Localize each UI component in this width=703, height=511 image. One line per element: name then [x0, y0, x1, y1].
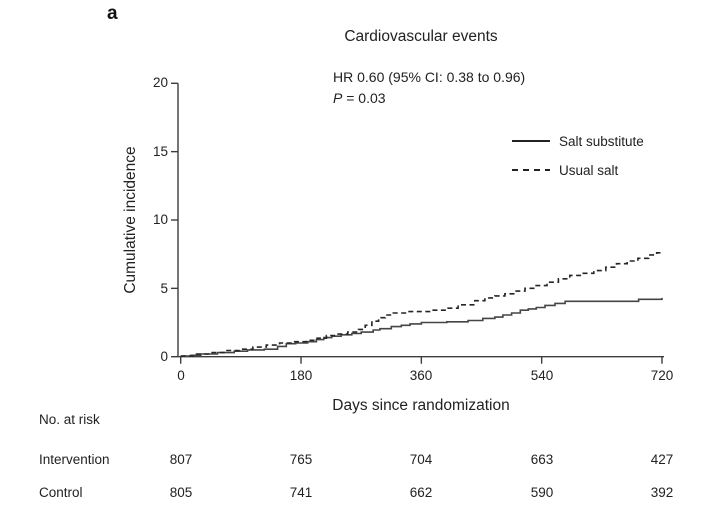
- x-tick-label: 720: [650, 368, 674, 383]
- x-axis-label: Days since randomization: [332, 397, 510, 414]
- series-line-salt-substitute: [180, 297, 663, 357]
- risk-value: 805: [169, 485, 193, 500]
- legend-label: Usual salt: [559, 162, 619, 178]
- panel-label: a: [107, 3, 118, 24]
- x-tick-label: 0: [177, 368, 185, 383]
- risk-row-label: Intervention: [39, 452, 110, 467]
- risk-value: 807: [169, 452, 193, 467]
- x-tick-label: 540: [530, 368, 554, 383]
- risk-value: 662: [409, 485, 433, 500]
- y-tick-label: 0: [160, 349, 168, 364]
- plot-area: [171, 82, 664, 364]
- legend-item-salt-substitute: Salt substitute: [512, 131, 644, 151]
- y-tick-label: 10: [152, 212, 168, 227]
- dashed-line-swatch-icon: [512, 169, 550, 171]
- x-tick-label: 360: [409, 368, 433, 383]
- solid-line-swatch-icon: [512, 140, 550, 142]
- stats-annotation: HR 0.60 (95% CI: 0.38 to 0.96) P = 0.03: [333, 67, 525, 109]
- risk-value: 392: [650, 485, 674, 500]
- series-line-usual-salt: [180, 251, 663, 357]
- p-symbol: P: [333, 90, 343, 106]
- risk-row-label: Control: [39, 485, 83, 500]
- chart-title: Cardiovascular events: [344, 28, 498, 45]
- legend-item-usual-salt: Usual salt: [512, 160, 644, 180]
- risk-value: 704: [409, 452, 433, 467]
- legend: Salt substitute Usual salt: [512, 131, 644, 189]
- y-tick-label: 5: [160, 281, 168, 296]
- risk-value: 741: [289, 485, 313, 500]
- y-tick-label: 20: [152, 75, 168, 90]
- risk-table-header: No. at risk: [39, 412, 100, 427]
- risk-value: 765: [289, 452, 313, 467]
- x-tick-label: 180: [289, 368, 313, 383]
- p-value: = 0.03: [342, 90, 386, 106]
- hazard-ratio-text: HR 0.60 (95% CI: 0.38 to 0.96): [333, 69, 526, 85]
- legend-label: Salt substitute: [559, 133, 644, 149]
- p-value-text: P = 0.03: [333, 88, 525, 109]
- risk-value: 427: [650, 452, 674, 467]
- y-tick-label: 15: [152, 144, 168, 159]
- risk-value: 663: [530, 452, 554, 467]
- risk-value: 590: [530, 485, 554, 500]
